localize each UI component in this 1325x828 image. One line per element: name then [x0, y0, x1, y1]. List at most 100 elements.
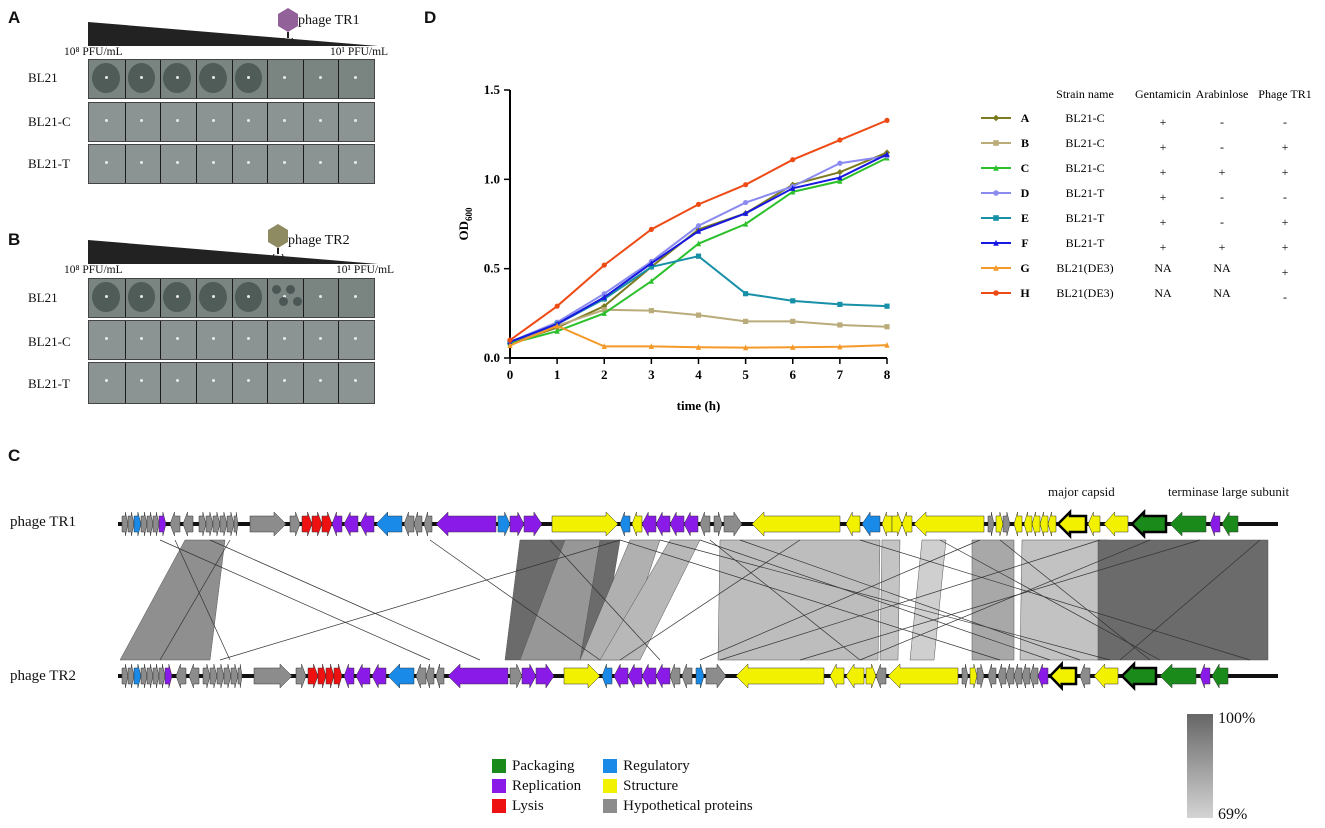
gene-arrow [230, 663, 239, 689]
spot-dot [354, 119, 358, 122]
legend-cell: - [1283, 290, 1287, 304]
y-tick-label: 0.5 [484, 261, 501, 276]
gene-arrow [681, 663, 693, 689]
data-point [554, 322, 560, 329]
gene-arrow [133, 663, 142, 689]
plaque-well [125, 60, 162, 98]
gene-arrow [413, 511, 423, 537]
phage-tr1-icon [278, 8, 298, 45]
gene-arrow [1029, 663, 1039, 689]
gene-arrow [655, 663, 671, 689]
legend-cell: + [1219, 165, 1226, 179]
similarity-link [799, 539, 1201, 661]
plaque-well [125, 321, 162, 359]
data-point [993, 239, 999, 246]
plaque-well [303, 145, 340, 183]
plaque-well [160, 363, 197, 403]
gene-arrow [205, 511, 214, 537]
panel-c-letter: C [8, 446, 21, 465]
similarity-link [719, 539, 1101, 661]
plaque [293, 297, 303, 306]
plaque-well [303, 363, 340, 403]
gene-arrow [1221, 511, 1239, 537]
gene-arrow [551, 511, 619, 537]
gene-arrow [1087, 511, 1101, 537]
gene-arrow [311, 511, 323, 537]
legend-cell: + [1219, 240, 1226, 254]
legend-swatch [603, 799, 618, 813]
legend-header: Phage TR1 [1258, 87, 1311, 101]
x-tick-label: 6 [790, 367, 797, 382]
plaque-strip-a-bl21-c [88, 102, 375, 142]
gene-arrow [641, 663, 657, 689]
spot-dot [282, 337, 286, 340]
legend-header: Arabinlose [1196, 87, 1249, 101]
data-point [836, 169, 843, 176]
gene-arrow [865, 663, 877, 689]
y-axis-label: OD600 [456, 207, 474, 241]
gene-arrow [619, 511, 631, 537]
similarity-link [159, 539, 231, 661]
genome-tr2 [118, 660, 1278, 692]
legend-cell: - [1220, 190, 1224, 204]
similarity-link [619, 539, 801, 661]
data-point [743, 199, 749, 206]
plaque-well [160, 103, 197, 141]
data-point [837, 343, 843, 350]
gene-arrow [881, 511, 893, 537]
gene-arrow [563, 663, 601, 689]
data-point [837, 301, 843, 307]
series-B [507, 307, 890, 345]
gene-arrow [1023, 511, 1033, 537]
panel-b-row-label-3: BL21-T [28, 376, 70, 391]
spot-dot [354, 295, 358, 298]
gene-arrow [325, 663, 335, 689]
legend-cell: - [1283, 115, 1287, 129]
spot-dot [282, 295, 286, 298]
similarity-link [859, 539, 1251, 661]
gene-arrow [423, 511, 433, 537]
legend-cell: - [1283, 190, 1287, 204]
legend-label: Packaging [512, 757, 575, 774]
gene-arrow [669, 663, 681, 689]
legend-column: Regulatory Structure Hypothetical proteins [603, 756, 753, 816]
spot-dot [247, 161, 251, 164]
legend-cell: BL21-C [1065, 111, 1104, 125]
data-point [695, 253, 702, 259]
similarity-link [999, 539, 1151, 661]
similarity-link [939, 539, 1161, 661]
panel-a-letter: A [8, 8, 21, 27]
similarity-block [909, 539, 947, 661]
data-point [648, 226, 654, 232]
panel-a-row-label-2: BL21-C [28, 114, 71, 129]
legend-series-name: C [1021, 161, 1030, 175]
panel-a-row-label-3: BL21-T [28, 156, 70, 171]
spot-dot [318, 119, 322, 122]
gene-arrow [333, 663, 343, 689]
gene-arrow [289, 511, 301, 537]
panel-a-row-label-1: BL21 [28, 70, 58, 85]
spot-dot [282, 161, 286, 164]
legend-cell: + [1282, 215, 1289, 229]
data-point [837, 322, 843, 328]
legend-series-name: F [1021, 236, 1028, 250]
panel-a-left-pfu: 10⁸ PFU/mL [64, 46, 123, 58]
legend-swatch [603, 759, 618, 773]
data-point [884, 342, 890, 348]
legend-cell: + [1160, 190, 1167, 204]
plaque-strip-a-bl21 [88, 59, 375, 99]
gene-arrow [683, 511, 699, 537]
similarity-link [209, 539, 481, 661]
x-tick-label: 3 [648, 367, 655, 382]
data-point [743, 318, 749, 324]
gene-arrow [1169, 511, 1207, 537]
data-point [884, 324, 890, 330]
panel-b-left-pfu: 10⁸ PFU/mL [64, 264, 123, 276]
gene-arrow [1031, 511, 1041, 537]
spot-dot [104, 295, 108, 298]
data-point [601, 294, 607, 300]
gene-arrow [1159, 663, 1197, 689]
gene-arrow [301, 511, 313, 537]
legend-row-F: F BL21-T + + + [981, 236, 1289, 254]
spot-dot [282, 119, 286, 122]
